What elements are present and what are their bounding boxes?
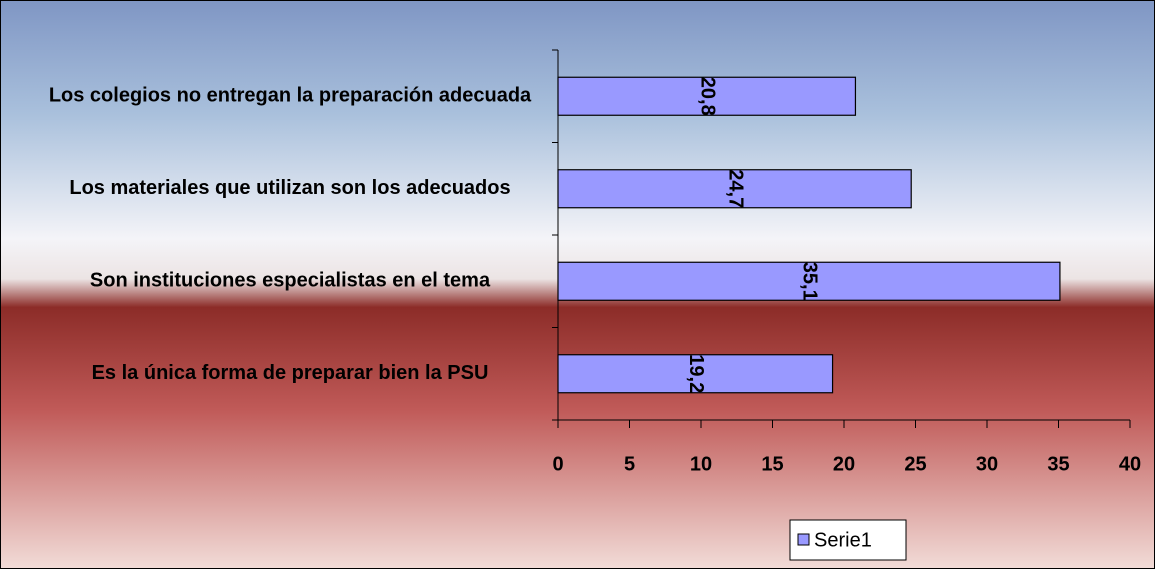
y-tick-label: Son instituciones especialistas en el te…: [90, 270, 491, 292]
y-tick-label: Es la única forma de preparar bien la PS…: [92, 362, 489, 384]
value-label: 19,2: [685, 354, 707, 393]
x-tick-label: 35: [1047, 453, 1069, 475]
x-tick-label: 25: [904, 453, 926, 475]
bar: [557, 354, 834, 394]
bar: [557, 169, 912, 209]
y-tick-label: Los materiales que utilizan son los adec…: [69, 177, 510, 199]
legend-label: Serie1: [814, 529, 872, 551]
x-tick-label: 30: [976, 453, 998, 475]
legend-swatch: [797, 533, 810, 546]
x-tick-label: 0: [552, 453, 563, 475]
bar: [557, 261, 1061, 301]
value-label: 24,7: [724, 169, 746, 208]
value-label: 35,1: [799, 262, 821, 301]
x-tick-label: 10: [690, 453, 712, 475]
bar: [557, 76, 857, 116]
x-tick-label: 40: [1119, 453, 1141, 475]
y-tick-label: Los colegios no entregan la preparación …: [49, 85, 532, 107]
x-tick-label: 5: [624, 453, 635, 475]
x-tick-label: 15: [761, 453, 783, 475]
value-label: 20,8: [696, 77, 718, 116]
x-tick-label: 20: [833, 453, 855, 475]
